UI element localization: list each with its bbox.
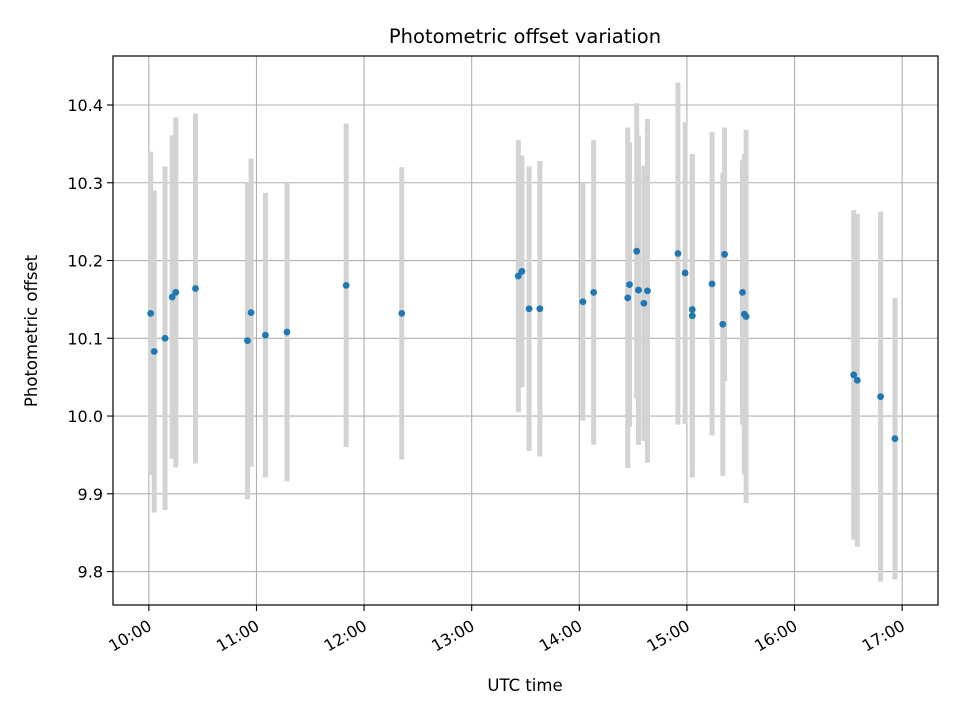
y-tick-label: 10.4 [67, 96, 103, 115]
data-point [247, 309, 255, 317]
y-axis-label: Photometric offset [22, 254, 41, 407]
data-point [590, 288, 598, 296]
data-point [283, 328, 291, 336]
data-point [192, 285, 199, 292]
y-tick-label: 9.8 [78, 563, 103, 582]
data-point [518, 268, 526, 275]
data-point [161, 334, 169, 342]
data-point [721, 250, 728, 258]
data-point [147, 309, 155, 317]
y-tick-label: 10.0 [67, 407, 103, 426]
data-point [681, 269, 689, 277]
data-point [633, 247, 641, 255]
data-point [150, 348, 158, 355]
data-point [579, 298, 587, 306]
y-tick-label: 10.3 [67, 174, 103, 193]
data-point [640, 299, 648, 307]
data-point [626, 281, 633, 289]
data-point [708, 280, 716, 288]
x-axis-label: UTC time [487, 676, 562, 695]
data-point [624, 294, 632, 302]
data-point [262, 331, 269, 339]
data-point [853, 376, 861, 384]
data-point [688, 306, 696, 313]
data-point [172, 288, 180, 296]
data-point [742, 313, 750, 320]
data-point [644, 287, 651, 295]
plot-frame [112, 55, 939, 606]
data-point [536, 305, 544, 313]
data-point [891, 435, 899, 442]
chart-title: Photometric offset variation [389, 25, 661, 48]
y-tick-label: 9.9 [78, 485, 103, 504]
y-tick-label: 10.2 [67, 252, 103, 271]
data-point [688, 312, 696, 320]
data-point [877, 393, 885, 400]
y-axis-ticks: 9.8 9.9 10.0 10.1 10.2 10.3 10.4 [67, 96, 113, 582]
data-point [168, 293, 176, 301]
data-points [147, 247, 899, 442]
data-point [398, 309, 406, 317]
data-point [525, 305, 533, 313]
data-point [850, 371, 858, 379]
data-point [244, 337, 251, 345]
y-tick-label: 10.1 [67, 329, 103, 348]
data-point [635, 286, 642, 294]
data-point [514, 272, 522, 280]
data-point [719, 320, 727, 328]
data-point [739, 288, 746, 296]
data-point [342, 281, 350, 289]
data-point [674, 250, 682, 257]
